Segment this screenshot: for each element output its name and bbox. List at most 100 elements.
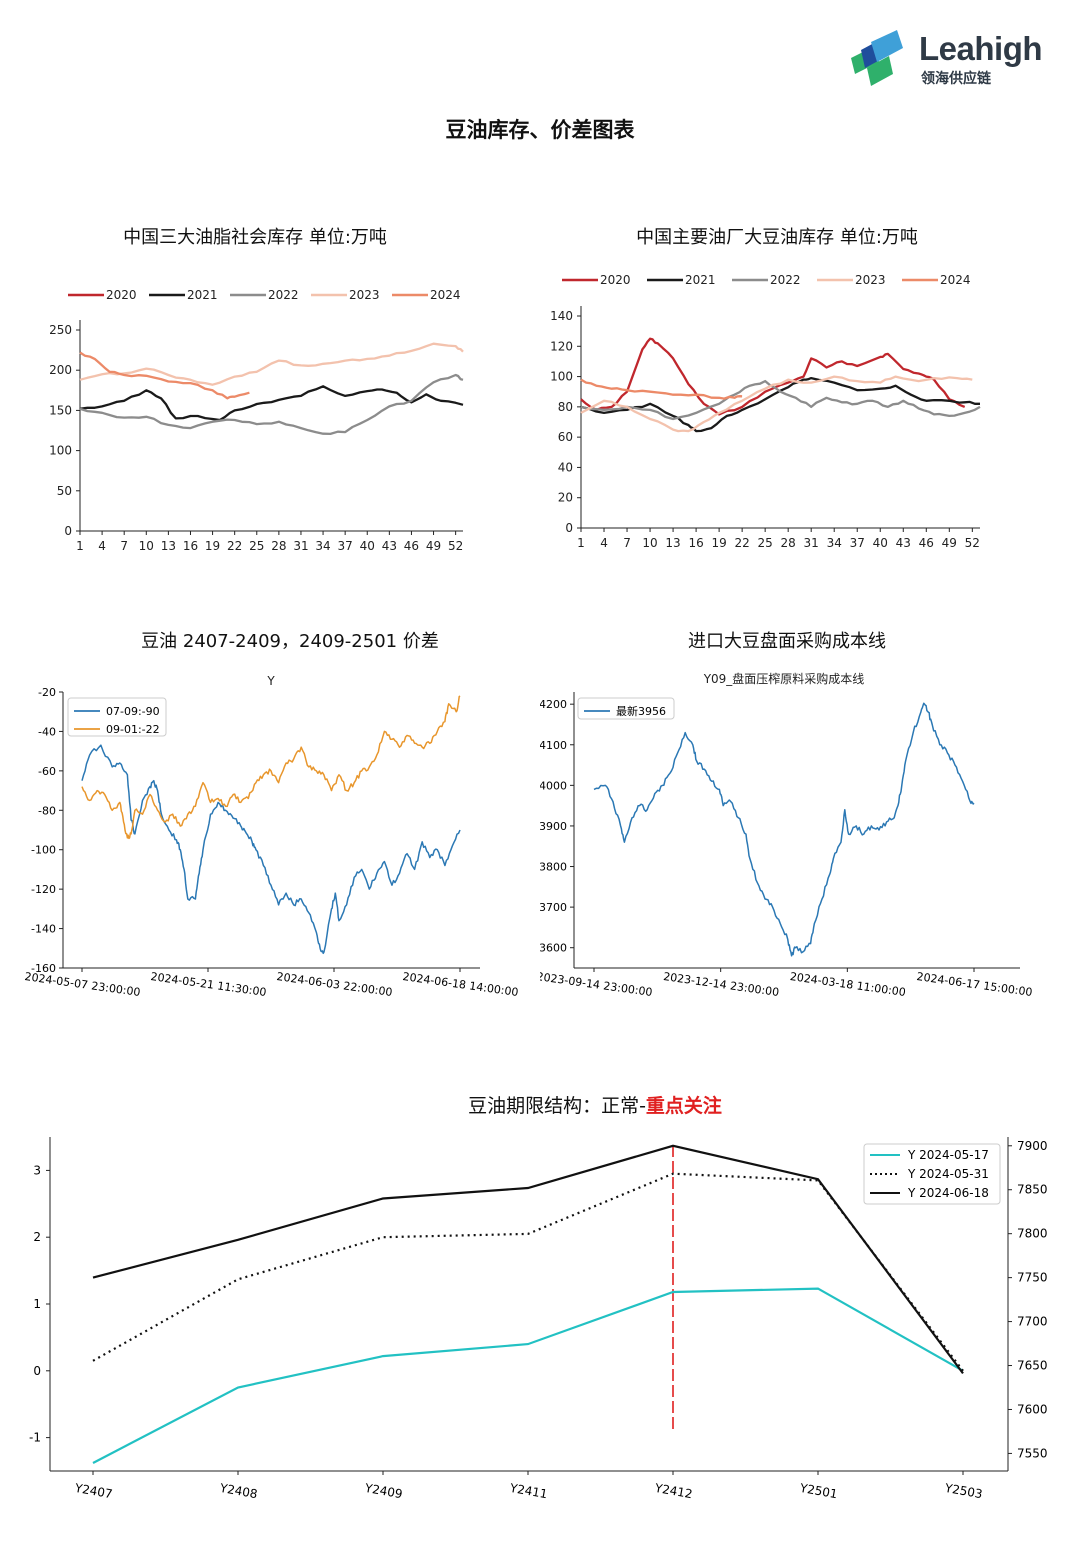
chart-subtitle: Y09_盘面压榨原料采购成本线 <box>703 671 865 686</box>
right-tick-label: 7600 <box>1017 1402 1048 1416</box>
legend-label: 2020 <box>106 288 137 302</box>
logo-name: Leahigh <box>919 30 1043 67</box>
x-tick-label: 2024-06-18 14:00:00 <box>402 970 520 999</box>
x-tick-label: 28 <box>781 536 796 550</box>
x-tick-label: Y2407 <box>73 1481 114 1502</box>
x-tick-label: 25 <box>249 539 264 553</box>
x-tick-label: 2024-05-21 11:30:00 <box>150 970 268 999</box>
chart-axes: 0 50 100 150 200 250 1 4 7 10 13 16 19 22 25 28 31 34 37 40… <box>49 320 463 553</box>
right-tick-label: 7900 <box>1017 1139 1048 1153</box>
y-tick-label: 0 <box>565 521 573 535</box>
right-tick-label: 7700 <box>1017 1315 1048 1329</box>
brand-mark-icon <box>851 30 903 86</box>
x-tick-label: 2024-03-18 11:00:00 <box>789 970 907 999</box>
x-tick-label: 22 <box>734 536 749 550</box>
y-tick-label: 60 <box>558 430 573 444</box>
x-tick-label: 2023-09-14 23:00:00 <box>540 970 653 999</box>
x-tick-label: 13 <box>161 539 176 553</box>
x-tick-label: Y2408 <box>218 1481 259 1502</box>
x-tick-label: 46 <box>919 536 934 550</box>
series-line-2021 <box>580 376 980 433</box>
x-tick-label: 52 <box>965 536 980 550</box>
legend-label: 2021 <box>685 273 716 287</box>
legend-box <box>577 697 675 720</box>
chart-series <box>81 695 461 955</box>
x-tick-label: 4 <box>600 536 608 550</box>
series-line-1 <box>593 702 975 957</box>
y-tick-label: -20 <box>38 686 56 699</box>
legend-label: Y 2024-06-18 <box>907 1186 989 1200</box>
x-tick-label: 46 <box>404 539 419 553</box>
left-tick-label: 3 <box>33 1163 41 1177</box>
series-line-2023 <box>79 342 464 386</box>
y-tick-label: -60 <box>38 765 56 778</box>
series-line-1 <box>81 744 461 955</box>
chart-oil-mill-inventory: 中国主要油厂大豆油库存 单位:万吨 2020 2021 2022 2023 2024 0… <box>550 227 981 550</box>
chart-series <box>79 342 464 436</box>
x-tick-label: 2023-12-14 23:00:00 <box>662 970 780 999</box>
x-tick-label: 31 <box>804 536 819 550</box>
x-tick-label: 7 <box>623 536 631 550</box>
legend-box <box>863 1143 1001 1205</box>
chart-legend: 2020 2021 2022 2023 2024 <box>562 273 971 287</box>
series-line-2021 <box>79 385 464 422</box>
y-tick-label: 3700 <box>540 901 567 914</box>
legend-label: 2024 <box>940 273 971 287</box>
x-tick-label: 1 <box>577 536 585 550</box>
legend-label: 2022 <box>770 273 801 287</box>
y-tick-label: 150 <box>49 403 72 417</box>
x-tick-label: 25 <box>758 536 773 550</box>
legend-label: 2024 <box>430 288 461 302</box>
x-tick-label: 49 <box>942 536 957 550</box>
x-tick-label: 10 <box>642 536 657 550</box>
x-tick-label: 34 <box>315 539 330 553</box>
left-tick-label: 0 <box>33 1364 41 1378</box>
y-tick-label: 200 <box>49 363 72 377</box>
legend-label: Y 2024-05-17 <box>907 1148 989 1162</box>
x-tick-label: Y2409 <box>363 1481 404 1502</box>
series-line-2023 <box>580 375 973 433</box>
y-tick-label: 250 <box>49 323 72 337</box>
chart-title: 豆油期限结构：正常-重点关注 <box>468 1094 722 1117</box>
legend-label: 07-09:-90 <box>106 705 160 718</box>
series-line-1 <box>92 1287 964 1464</box>
chart-legend: Y 2024-05-17 Y 2024-05-31 Y 2024-06-18 <box>863 1143 1001 1205</box>
y-tick-label: 20 <box>558 491 573 505</box>
y-tick-label: -80 <box>38 804 56 817</box>
x-tick-label: 34 <box>827 536 842 550</box>
left-tick-label: 1 <box>33 1297 41 1311</box>
legend-box <box>67 697 167 737</box>
x-tick-label: 4 <box>98 539 106 553</box>
x-tick-label: Y2411 <box>508 1481 549 1502</box>
y-tick-label: 80 <box>558 400 573 414</box>
y-tick-label: 0 <box>64 524 72 538</box>
y-tick-label: 140 <box>550 309 573 323</box>
chart-series <box>580 337 981 433</box>
x-tick-label: 40 <box>873 536 888 550</box>
chart-term-structure: 豆油期限结构：正常-重点关注 -1 0 1 2 3 7550 7600 7650 7700 775… <box>29 1094 1048 1502</box>
x-tick-label: 52 <box>448 539 463 553</box>
y-tick-label: 3900 <box>540 820 567 833</box>
x-tick-label: 7 <box>120 539 128 553</box>
y-tick-label: 120 <box>550 339 573 353</box>
x-tick-label: 37 <box>850 536 865 550</box>
chart-soyoil-spread: 豆油 2407-2409，2409-2501 价差 Y -20 -40 -60 -80… <box>24 631 520 999</box>
y-tick-label: -100 <box>31 844 56 857</box>
x-tick-label: 2024-06-03 22:00:00 <box>276 970 394 999</box>
x-tick-label: 40 <box>360 539 375 553</box>
series-line-2024 <box>580 378 743 400</box>
x-tick-label: 16 <box>183 539 198 553</box>
left-tick-label: 2 <box>33 1230 41 1244</box>
chart-title-part: 豆油期限结构：正常- <box>468 1095 646 1117</box>
x-tick-label: 13 <box>665 536 680 550</box>
x-tick-label: 43 <box>896 536 911 550</box>
x-tick-label: Y2503 <box>943 1481 984 1502</box>
right-tick-label: 7850 <box>1017 1183 1048 1197</box>
series-line-3 <box>92 1144 964 1375</box>
x-tick-label: 10 <box>139 539 154 553</box>
y-tick-label: 4200 <box>540 698 567 711</box>
y-tick-label: 3600 <box>540 942 567 955</box>
x-tick-label: 31 <box>293 539 308 553</box>
chart-series <box>92 1144 964 1464</box>
x-tick-label: 49 <box>426 539 441 553</box>
